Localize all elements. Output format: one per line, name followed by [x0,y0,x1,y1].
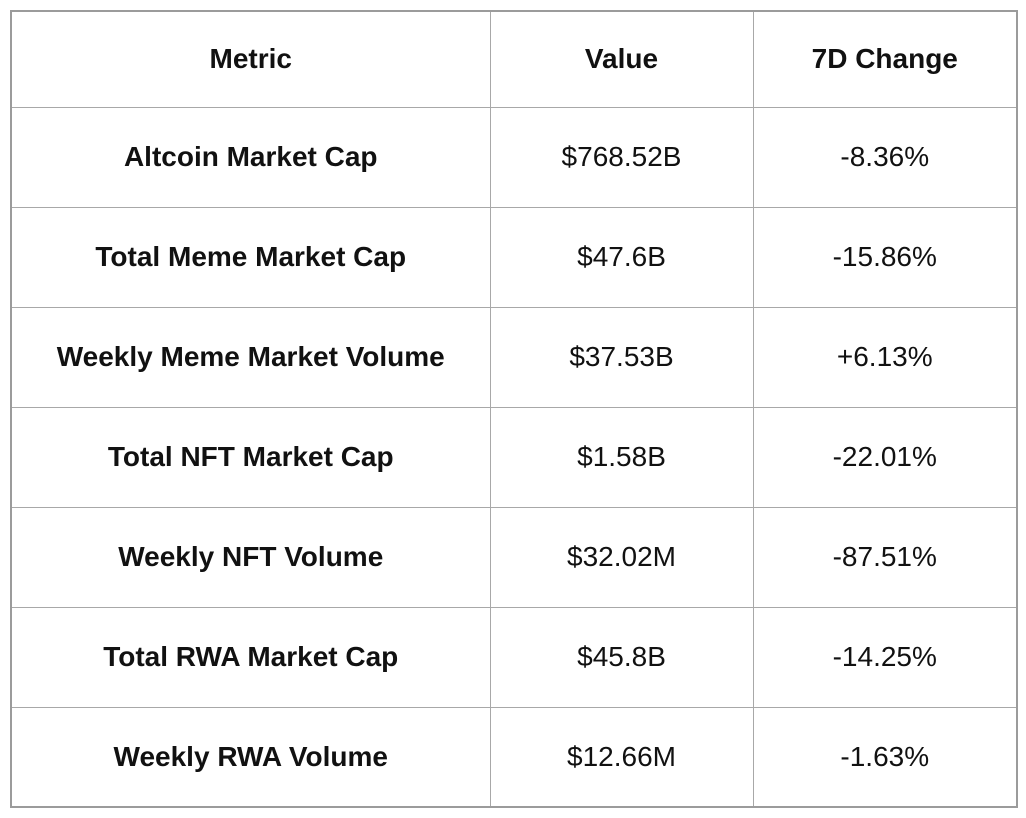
change-cell: -15.86% [752,206,1018,308]
table-row-altcoin-market-cap: Altcoin Market Cap $768.52B -8.36% [10,106,1018,208]
change-cell: -87.51% [752,506,1018,608]
value-cell: $768.52B [489,106,754,208]
metric-cell: Total RWA Market Cap [10,606,491,708]
metric-cell: Total NFT Market Cap [10,406,491,508]
value-cell: $37.53B [489,306,754,408]
header-cell-7d-change: 7D Change [752,10,1018,108]
table-row-weekly-meme-market-volume: Weekly Meme Market Volume $37.53B +6.13% [10,306,1018,408]
change-cell: -8.36% [752,106,1018,208]
metric-cell: Altcoin Market Cap [10,106,491,208]
header-cell-metric: Metric [10,10,491,108]
value-cell: $45.8B [489,606,754,708]
change-cell: -14.25% [752,606,1018,708]
crypto-metrics-table: Metric Value 7D Change Altcoin Market Ca… [10,10,1018,808]
value-cell: $1.58B [489,406,754,508]
table-row-weekly-nft-volume: Weekly NFT Volume $32.02M -87.51% [10,506,1018,608]
metric-cell: Weekly NFT Volume [10,506,491,608]
change-cell: +6.13% [752,306,1018,408]
metric-cell: Weekly Meme Market Volume [10,306,491,408]
metric-cell: Weekly RWA Volume [10,706,491,808]
table-row-total-meme-market-cap: Total Meme Market Cap $47.6B -15.86% [10,206,1018,308]
value-cell: $32.02M [489,506,754,608]
change-cell: -22.01% [752,406,1018,508]
header-row: Metric Value 7D Change [10,10,1018,108]
value-cell: $12.66M [489,706,754,808]
table-row-weekly-rwa-volume: Weekly RWA Volume $12.66M -1.63% [10,706,1018,808]
table-row-total-rwa-market-cap: Total RWA Market Cap $45.8B -14.25% [10,606,1018,708]
value-cell: $47.6B [489,206,754,308]
metric-cell: Total Meme Market Cap [10,206,491,308]
change-cell: -1.63% [752,706,1018,808]
table-row-total-nft-market-cap: Total NFT Market Cap $1.58B -22.01% [10,406,1018,508]
header-cell-value: Value [489,10,754,108]
